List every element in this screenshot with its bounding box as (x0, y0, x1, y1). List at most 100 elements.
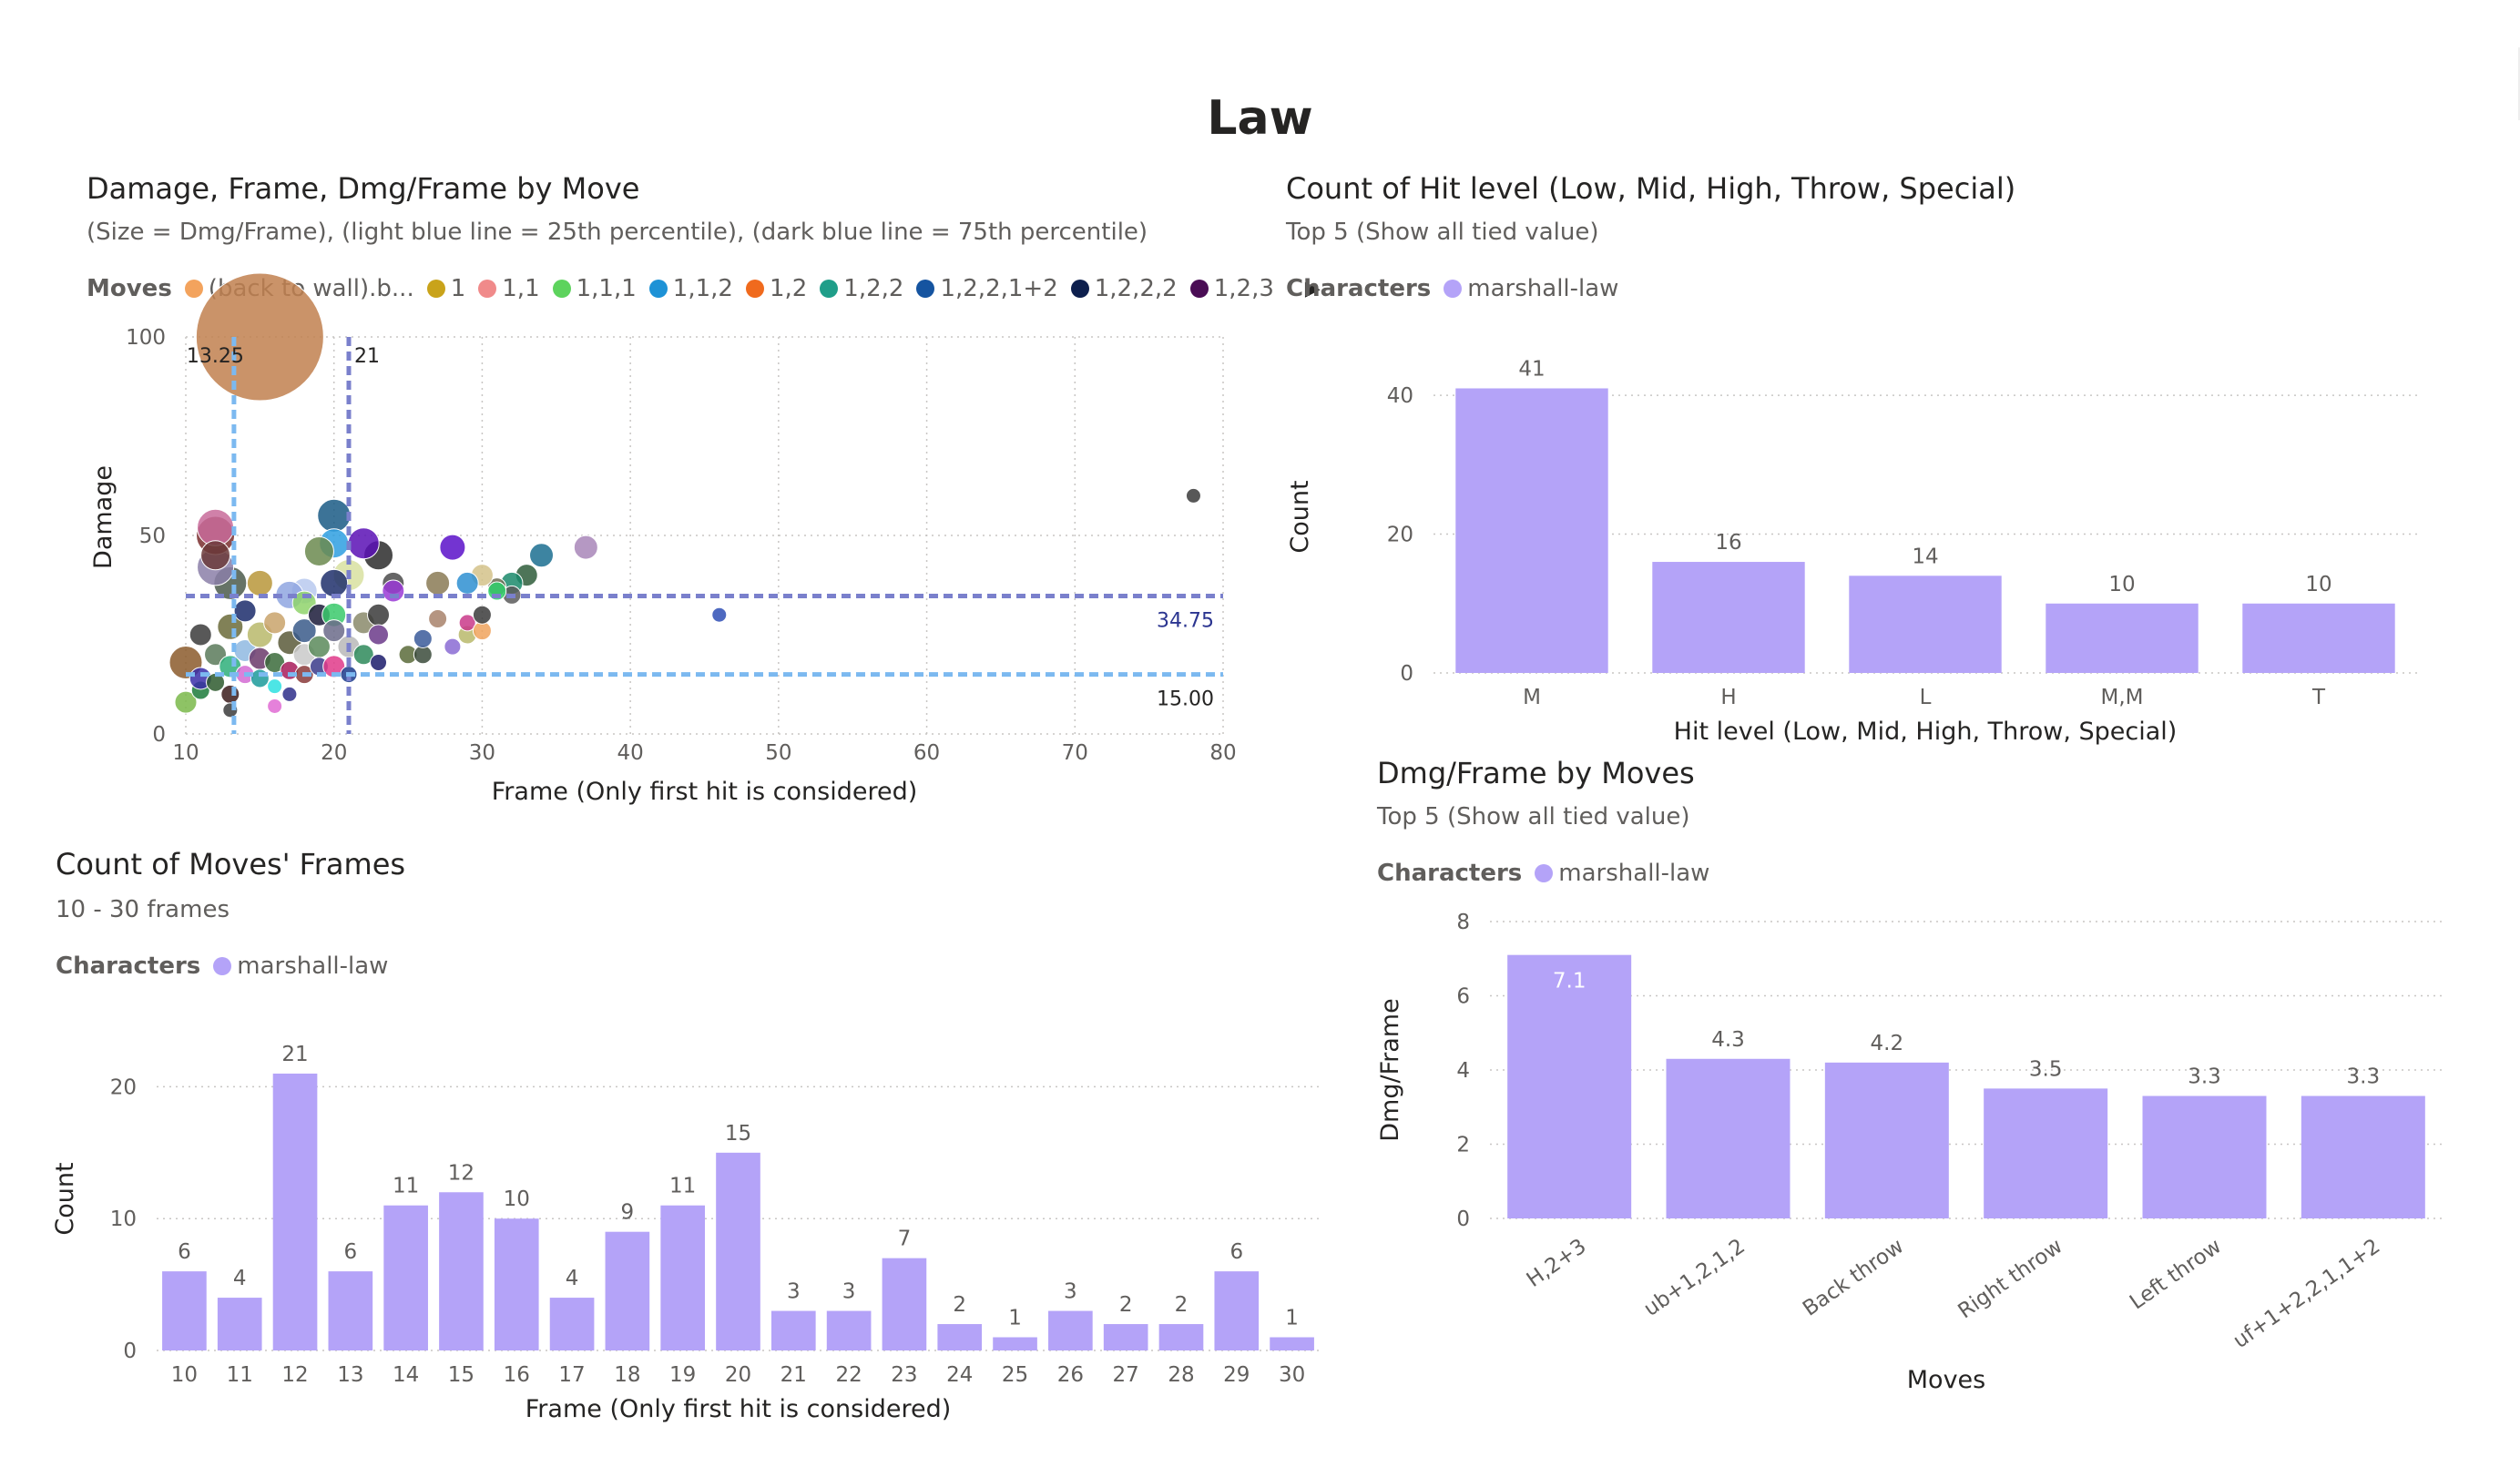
y-axis-title: Dmg/Frame (1376, 998, 1404, 1141)
scatter-point[interactable] (439, 534, 466, 561)
bar[interactable] (1455, 388, 1608, 673)
scatter-point[interactable] (370, 654, 388, 672)
bar[interactable] (1048, 1310, 1093, 1350)
moves-legend-item[interactable]: 1,1,2 (648, 275, 733, 302)
bar[interactable] (1103, 1324, 1148, 1350)
scatter-point[interactable] (347, 527, 380, 560)
scatter-subtitle: (Size = Dmg/Frame), (light blue line = 2… (87, 219, 1148, 246)
bar[interactable] (1849, 576, 2002, 673)
moves-legend-item[interactable]: 1,2,2 (820, 275, 903, 302)
x-tick-label: 22 (835, 1363, 862, 1387)
bar[interactable] (1984, 1088, 2108, 1218)
bar[interactable] (383, 1205, 428, 1350)
bar[interactable] (162, 1271, 207, 1350)
scatter-point[interactable] (368, 624, 390, 646)
bar[interactable] (1507, 954, 1632, 1218)
frames-legend-item[interactable]: marshall-law (213, 953, 388, 980)
legend-marker-icon (1444, 280, 1463, 298)
bar[interactable] (1824, 1062, 1949, 1218)
bar[interactable] (2301, 1095, 2425, 1218)
bar[interactable] (2046, 603, 2199, 673)
scatter-point[interactable] (189, 623, 212, 647)
bar[interactable] (1214, 1271, 1260, 1350)
scatter-point[interactable] (246, 569, 273, 596)
moves-legend-item[interactable]: 1,2,3 (1189, 275, 1274, 302)
legend-marker-icon (478, 280, 497, 298)
dmg-frame-legend-item[interactable]: marshall-law (1535, 860, 1709, 887)
caret-right-icon[interactable]: ▶ (1304, 277, 1321, 301)
scatter-point[interactable] (233, 599, 257, 623)
bar[interactable] (660, 1205, 706, 1350)
scatter-point[interactable] (428, 609, 448, 629)
scatter-point[interactable] (367, 603, 391, 627)
bar[interactable] (272, 1073, 318, 1350)
bar[interactable] (2142, 1095, 2267, 1218)
scatter-point[interactable] (322, 655, 346, 678)
scatter-point[interactable] (281, 686, 298, 702)
scatter-point[interactable] (711, 606, 728, 623)
hit-level-legend-item[interactable]: marshall-law (1444, 275, 1618, 302)
x-tick-label: Right throw (1954, 1235, 2066, 1324)
data-label: 3.5 (2029, 1057, 2063, 1081)
scatter-point[interactable] (291, 618, 317, 644)
bar[interactable] (770, 1310, 816, 1350)
frames-legend-label: Characters (56, 953, 201, 980)
scatter-point[interactable] (573, 535, 598, 560)
scatter-point[interactable] (1185, 487, 1201, 504)
hit-level-subtitle: Top 5 (Show all tied value) (1286, 219, 1599, 246)
scatter-point[interactable] (444, 637, 462, 656)
scatter-point[interactable] (195, 272, 324, 402)
dmg-frame-legend-item-label: marshall-law (1558, 860, 1710, 887)
moves-legend-item[interactable]: 1,1,1 (552, 275, 637, 302)
bar[interactable] (328, 1271, 373, 1350)
bar[interactable] (937, 1324, 983, 1350)
scatter-point[interactable] (322, 619, 346, 643)
bar[interactable] (217, 1298, 262, 1350)
scatter-point[interactable] (529, 543, 555, 568)
scatter-point[interactable] (455, 571, 479, 595)
x-tick-label: 70 (1062, 741, 1088, 765)
scatter-point[interactable] (263, 611, 287, 635)
bar[interactable] (826, 1310, 872, 1350)
data-label: 7.1 (1553, 970, 1586, 993)
moves-legend-item[interactable]: 1 (426, 275, 465, 302)
bar[interactable] (1652, 562, 1805, 673)
moves-legend-item[interactable]: 1,2 (745, 275, 807, 302)
scatter-point[interactable] (413, 628, 433, 648)
scatter-point[interactable] (320, 568, 349, 597)
bar[interactable] (549, 1298, 595, 1350)
bar[interactable] (439, 1192, 484, 1350)
moves-legend-item[interactable]: 1,2,2,2 (1070, 275, 1178, 302)
scatter-point[interactable] (200, 540, 231, 571)
scatter-point[interactable] (458, 614, 476, 632)
bar[interactable] (1270, 1337, 1314, 1350)
scatter-point[interactable] (317, 498, 352, 533)
scatter-point[interactable] (472, 605, 492, 625)
x-axis-title: Hit level (Low, Mid, High, Throw, Specia… (1674, 718, 2178, 746)
moves-legend-item[interactable]: 1,2,2,1+2 (916, 275, 1058, 302)
data-label: 4.2 (1871, 1032, 1904, 1055)
y-tick-label: 20 (1387, 524, 1413, 547)
bar[interactable] (494, 1218, 539, 1350)
scatter-point[interactable] (425, 570, 451, 596)
bar[interactable] (993, 1337, 1037, 1350)
page-title: Law (1207, 91, 1313, 146)
scatter-point[interactable] (250, 668, 270, 688)
scatter-point[interactable] (174, 690, 198, 714)
bar[interactable] (1666, 1058, 1791, 1218)
bar[interactable] (882, 1258, 927, 1350)
scatter-point[interactable] (217, 613, 244, 640)
scatter-point[interactable] (303, 535, 334, 566)
scatter-point[interactable] (197, 508, 235, 546)
bar[interactable] (2242, 603, 2395, 673)
bar[interactable] (605, 1231, 650, 1350)
scatter-point[interactable] (267, 678, 283, 695)
scatter-point[interactable] (267, 698, 283, 714)
data-label: 6 (344, 1240, 358, 1264)
scatter-point[interactable] (352, 644, 374, 666)
bar[interactable] (1158, 1324, 1204, 1350)
moves-legend-item[interactable]: 1,1 (478, 275, 540, 302)
bar[interactable] (716, 1152, 760, 1350)
scatter-point[interactable] (220, 684, 240, 704)
scatter-point[interactable] (382, 579, 405, 603)
